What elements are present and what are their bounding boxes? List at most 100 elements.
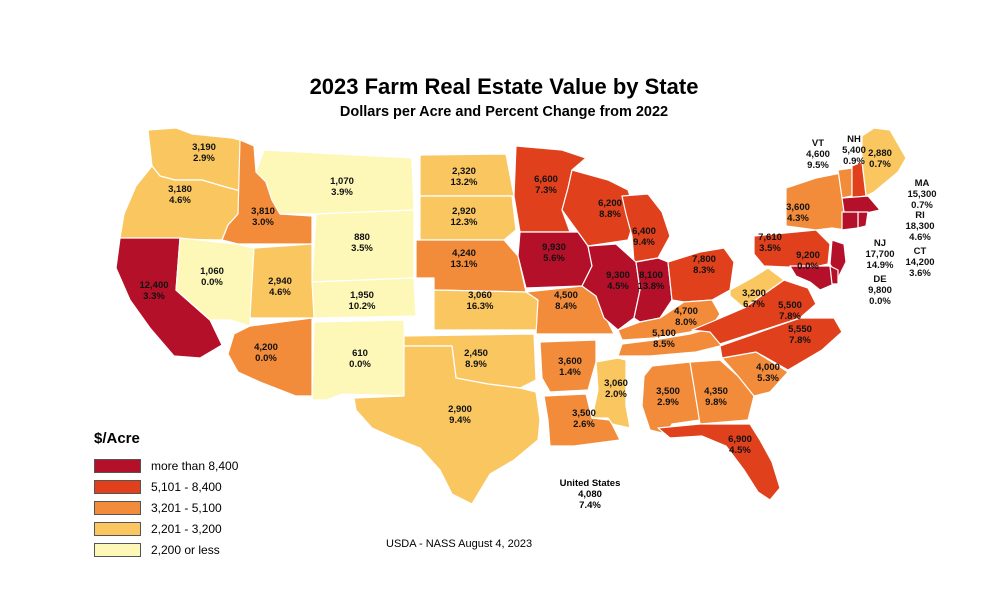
state-value: 18,300 [905,221,934,232]
state-tx [353,345,541,505]
state-value: 14,200 [905,257,934,268]
state-label-oh: 7,800 8.3% [692,254,716,276]
state-value: 6,200 [598,198,622,209]
state-ct [841,211,859,231]
legend-swatch [94,500,141,515]
state-change: 14.9% [867,260,894,271]
state-value: 2,880 [868,148,892,159]
state-label-al: 3,500 2.9% [656,386,680,408]
state-value: 4,200 [254,342,278,353]
state-change: 8.5% [653,339,675,350]
state-value: 1,950 [350,290,374,301]
state-name: NH [847,134,861,145]
state-label-nh: NH 5,400 0.9% [842,134,866,167]
legend-title: $/Acre [94,430,140,447]
state-value: 3,500 [572,408,596,419]
state-sd [419,195,517,241]
state-name: MA [915,178,930,189]
state-label-nj: NJ 17,700 14.9% [865,238,894,271]
state-label-ma: MA 15,300 0.7% [907,178,936,211]
state-change: 4.5% [729,445,751,456]
state-nc [719,317,843,371]
state-label-mn: 6,600 7.3% [534,174,558,196]
state-change: 4.6% [169,195,191,206]
us-total-value: 4,080 [578,489,602,500]
state-label-ct: CT 14,200 3.6% [905,246,934,279]
state-change: 5.6% [543,253,565,264]
state-change: 3.9% [331,187,353,198]
state-label-fl: 6,900 4.5% [728,434,752,456]
legend-label: 2,201 - 3,200 [151,521,222,536]
state-label-ca: 12,400 3.3% [139,280,168,302]
state-label-co: 1,950 10.2% [349,290,376,312]
state-value: 610 [352,348,368,359]
state-label-ia: 9,930 5.6% [542,242,566,264]
state-az [227,317,313,397]
state-change: 2.6% [573,419,595,430]
state-value: 4,000 [756,362,780,373]
state-label-wi: 6,200 8.8% [598,198,622,220]
state-change: 2.9% [193,153,215,164]
state-change: 9.5% [807,160,829,171]
state-value: 9,930 [542,242,566,253]
state-value: 15,300 [907,189,936,200]
state-name: CT [914,246,927,257]
state-label-ne: 4,240 13.1% [451,248,478,270]
state-change: 12.3% [451,217,478,228]
state-value: 3,200 [742,288,766,299]
state-change: 4.3% [787,213,809,224]
state-value: 5,100 [652,328,676,339]
state-label-ny: 3,600 4.3% [786,202,810,224]
state-label-pa: 7,610 3.5% [758,232,782,254]
state-value: 2,320 [452,166,476,177]
state-label-la: 3,500 2.6% [572,408,596,430]
state-label-ky: 4,700 8.0% [674,306,698,328]
state-change: 13.1% [451,259,478,270]
state-value: 5,550 [788,324,812,335]
state-change: 16.3% [467,301,494,312]
state-label-il: 9,300 4.5% [606,270,630,292]
map-title: 2023 Farm Real Estate Value by State [309,74,699,99]
state-de [829,265,839,285]
state-label-mi: 6,400 9.4% [632,226,656,248]
state-value: 9,200 [796,250,820,261]
state-label-ga: 4,350 9.8% [704,386,728,408]
state-value: 6,600 [534,174,558,185]
state-value: 1,060 [200,266,224,277]
state-change: 0.9% [843,156,865,167]
state-value: 2,940 [268,276,292,287]
state-label-mt: 1,070 3.9% [330,176,354,198]
state-change: 2.0% [605,389,627,400]
state-fl [657,423,781,501]
state-change: 8.0% [675,317,697,328]
state-label-ms: 3,060 2.0% [604,378,628,400]
state-change: 0.0% [349,359,371,370]
us-total-label: United States [559,478,621,489]
state-ms [591,357,631,429]
state-change: 0.0% [201,277,223,288]
state-change: 0.7% [869,159,891,170]
map-subtitle: Dollars per Acre and Percent Change from… [339,104,669,120]
state-label-ok: 2,450 8.9% [464,348,488,370]
state-value: 9,300 [606,270,630,281]
state-value: 17,700 [865,249,894,260]
state-label-wv: 3,200 6.7% [742,288,766,310]
state-value: 7,610 [758,232,782,243]
state-value: 6,900 [728,434,752,445]
state-value: 3,190 [192,142,216,153]
state-value: 5,400 [842,145,866,156]
state-label-ks: 3,060 16.3% [467,290,494,312]
state-change: 13.8% [638,281,665,292]
state-change: 0.0% [255,353,277,364]
legend-swatch [94,542,141,557]
state-change: 0.0% [797,261,819,272]
state-label-or: 3,180 4.6% [168,184,192,206]
state-label-vt: VT 4,600 9.5% [806,138,830,171]
state-ri [857,211,869,229]
state-label-tx: 2,900 9.4% [448,404,472,426]
state-change: 3.6% [909,268,931,279]
state-change: 5.3% [757,373,779,384]
state-value: 3,060 [468,290,492,301]
state-value: 3,600 [786,202,810,213]
